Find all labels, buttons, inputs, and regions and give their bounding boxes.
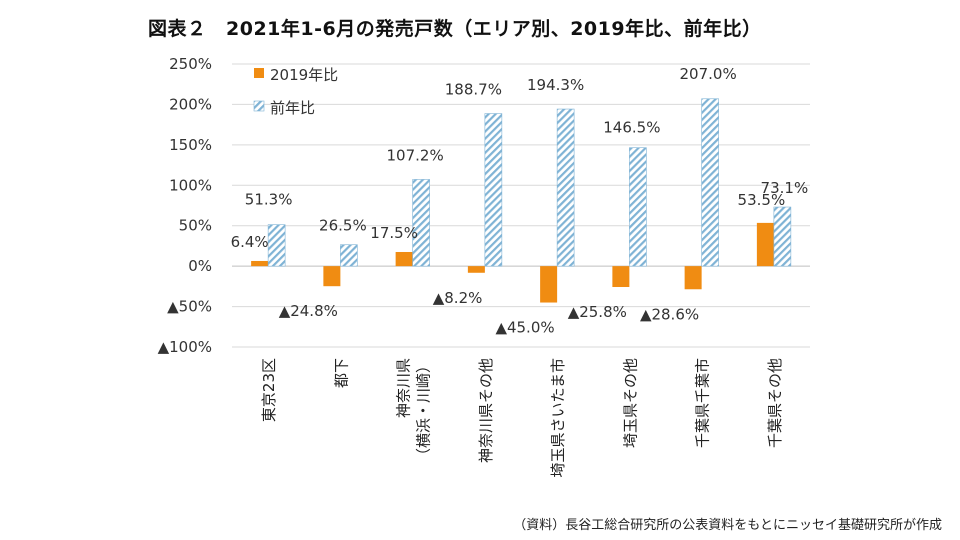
bar-2019 [612,266,630,288]
y-tick-label: ▲100% [158,338,212,356]
bar-2019 [323,266,341,287]
data-label-2019: ▲25.8% [568,303,627,321]
y-tick-label: 150% [169,136,212,154]
bar-prev-year [629,147,647,267]
legend-label-prev-year: 前年比 [270,99,315,117]
data-labels: 6.4% 51.3% ▲24.8% 26.5% 17.5% 107.2% ▲8.2% 188.… [231,65,809,337]
category-label: 神奈川県 [395,358,413,418]
legend: 2019年比 前年比 [253,66,338,117]
category-label: 千葉県その他 [766,358,784,448]
bar-prev-year [412,179,430,267]
legend-swatch-prev-year [253,100,265,112]
bar-prev-year [484,113,503,267]
category-label: （横浜・川崎） [415,358,433,463]
data-label-prev-year: 188.7% [445,81,502,99]
legend-swatch-2019 [254,68,264,78]
bar-prev-year [773,206,792,267]
bar-2019 [251,260,269,267]
data-label-prev-year: 107.2% [387,146,444,164]
y-tick-label: 200% [169,95,212,113]
bar-2019 [395,251,413,267]
category-label: 東京23区 [260,358,278,422]
data-label-2019: ▲45.0% [495,319,554,337]
data-label-2019: 17.5% [370,224,418,242]
data-label-prev-year: 51.3% [245,191,293,209]
data-label-prev-year: 73.1% [761,179,809,197]
category-label: 都下 [332,358,350,388]
data-label-prev-year: 207.0% [680,65,737,83]
category-label: 埼玉県その他 [621,358,639,448]
category-labels: 東京23区 都下 神奈川県 （横浜・川崎） 神奈川県その他 埼玉県さいたま市 埼玉県その他 千… [260,358,784,478]
data-label-2019: 53.5% [738,191,786,209]
bar-prev-year [267,224,286,267]
category-label: 埼玉県さいたま市 [549,358,567,478]
bar-2019 [467,266,485,273]
bar-2019 [756,222,774,267]
data-label-2019: 6.4% [231,233,269,251]
source-note: （資料）長谷工総合研究所の公表資料をもとにニッセイ基礎研究所が作成 [513,518,942,533]
bar-prev-year [556,108,575,267]
data-label-prev-year: 26.5% [319,217,367,235]
legend-label-2019: 2019年比 [270,66,338,84]
y-tick-label: 0% [188,257,212,275]
data-label-2019: ▲28.6% [640,305,699,323]
y-tick-label: 50% [179,217,212,235]
y-axis-ticks: 250% 200% 150% 100% 50% 0% ▲50% ▲100% [158,55,212,356]
data-label-2019: ▲8.2% [433,289,483,307]
y-tick-label: ▲50% [167,298,212,316]
chart-title: 図表２ 2021年1-6月の発売戸数（エリア別、2019年比、前年比） [148,18,762,40]
bar-prev-year [340,244,358,267]
y-tick-label: 250% [169,55,212,73]
y-tick-label: 100% [169,176,212,194]
bar-2019 [684,266,702,290]
bar-2019 [540,266,558,303]
data-label-prev-year: 146.5% [603,119,660,137]
category-label: 神奈川県その他 [477,358,495,463]
category-label: 千葉県千葉市 [694,358,712,448]
data-label-prev-year: 194.3% [527,76,584,94]
bar-prev-year [701,98,719,267]
bars [251,98,792,303]
data-label-2019: ▲24.8% [279,302,338,320]
